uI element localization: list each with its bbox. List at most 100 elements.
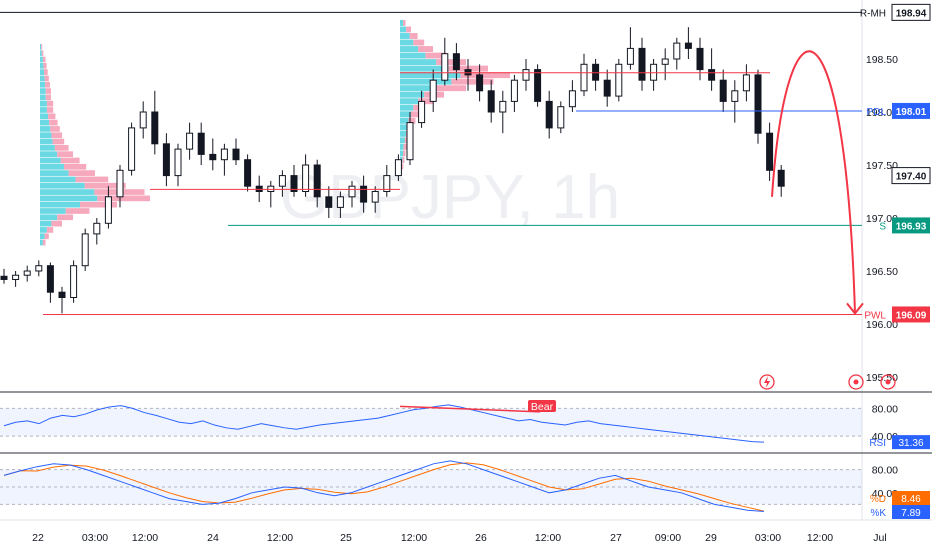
volume-bar-up <box>400 143 404 150</box>
time-tick-label: Jul <box>873 532 886 544</box>
candle-body <box>777 169 785 187</box>
volume-bar-up <box>400 117 409 124</box>
candle-body <box>464 69 472 76</box>
volume-bar-up <box>400 85 437 92</box>
volume-bar-up <box>40 69 45 75</box>
volume-bar-down <box>425 52 447 59</box>
target-icon[interactable] <box>880 374 896 390</box>
candle-body <box>696 47 704 71</box>
stoch-tick-label: 80.00 <box>872 465 898 477</box>
candle-body <box>81 233 89 267</box>
volume-bar-down <box>54 145 69 151</box>
candle-body <box>151 111 159 145</box>
price-badge-value: 198.01 <box>896 107 927 118</box>
target-icon[interactable] <box>848 374 864 390</box>
volume-bar-up <box>400 26 407 33</box>
volume-bar-up <box>40 145 55 151</box>
price-badge-value: 198.94 <box>896 8 927 19</box>
time-tick-label: 03:00 <box>755 532 781 544</box>
candle-body <box>197 132 205 155</box>
projection-arrow <box>771 50 856 314</box>
volume-bar-up <box>40 94 46 101</box>
time-tick-label: 26 <box>475 532 487 544</box>
volume-bar-down <box>75 176 109 183</box>
volume-bar-down <box>46 100 54 107</box>
candle-body <box>58 291 66 299</box>
volume-bar-up <box>40 214 58 221</box>
volume-bar-up <box>40 100 47 107</box>
volume-bar-up <box>40 195 98 202</box>
volume-bar-up <box>400 124 408 131</box>
candle-body <box>522 69 530 81</box>
candle-body <box>70 265 78 299</box>
volume-bar-up <box>40 157 61 164</box>
volume-bar-down <box>402 156 405 163</box>
volume-bar-up <box>400 72 461 79</box>
rsi-tick-label: 80.00 <box>872 403 898 415</box>
price-badge-name: S <box>879 221 886 232</box>
bear-badge <box>528 400 556 412</box>
levels-layer <box>0 11 864 316</box>
stoch-k-line <box>3 460 765 512</box>
volume-bar-up <box>40 182 85 189</box>
candle-body <box>603 79 611 97</box>
price-tick-label: 196.50 <box>866 266 898 278</box>
volume-bar-up <box>40 220 52 227</box>
volume-bar-up <box>40 239 43 246</box>
candle-body <box>487 90 495 113</box>
candles-layer <box>0 27 785 314</box>
price-badge <box>892 217 930 234</box>
volume-bar-down <box>401 163 404 170</box>
candle-body <box>510 79 518 102</box>
price-badge-name: PDL <box>867 107 887 118</box>
price-tick-label: 196.00 <box>866 319 898 331</box>
volume-bar-down <box>64 163 87 170</box>
volume-bar-down <box>41 50 44 57</box>
volume-bar-up <box>40 107 47 113</box>
volume-bar-up <box>400 137 405 144</box>
time-axis: 22 03:00 12:00 24 12:00 25 12:00 26 12:00 27 09:00… <box>32 532 887 544</box>
price-badge <box>891 167 931 185</box>
volume-bar-down <box>50 126 60 132</box>
stoch-name: %D <box>870 494 886 505</box>
volume-bar-up <box>400 59 437 66</box>
rsi-band <box>0 408 862 437</box>
volume-bar-down <box>403 143 407 150</box>
stoch-d-line <box>3 462 765 512</box>
volume-bar-up <box>400 33 410 39</box>
volume-bar-up <box>40 126 51 132</box>
volume-bar-up <box>400 46 419 53</box>
volume-bar-up <box>40 62 44 69</box>
volume-bar-down <box>45 81 50 88</box>
volume-bar-down <box>403 150 406 157</box>
volume-bar-down <box>51 132 62 139</box>
volume-bar-down <box>48 113 56 120</box>
volume-bar-up <box>400 52 426 59</box>
volume-bar-up <box>400 39 414 46</box>
candle-body <box>650 63 658 81</box>
volume-bar-up <box>40 44 42 50</box>
volume-bar-down <box>436 59 466 66</box>
lightning-icon[interactable] <box>759 374 775 390</box>
volume-bar-down <box>46 227 54 233</box>
candle-body <box>766 132 774 171</box>
volume-bar-down <box>84 182 126 189</box>
candle-body <box>220 148 228 161</box>
price-badge-name: PWL <box>864 310 886 321</box>
price-badge <box>891 3 931 21</box>
candle-body <box>418 100 426 124</box>
volume-bar-down <box>403 20 406 26</box>
time-tick-label: 24 <box>207 532 219 544</box>
bear-label: Bear <box>531 401 554 413</box>
candle-body <box>684 42 692 49</box>
volume-bar-up <box>40 208 66 214</box>
volume-bar-down <box>43 62 47 69</box>
candle-body <box>754 74 762 134</box>
stoch-name: %K <box>870 508 886 519</box>
candle-body <box>557 106 565 129</box>
volume-bar-up <box>40 163 65 170</box>
volume-bar-up <box>40 170 69 176</box>
